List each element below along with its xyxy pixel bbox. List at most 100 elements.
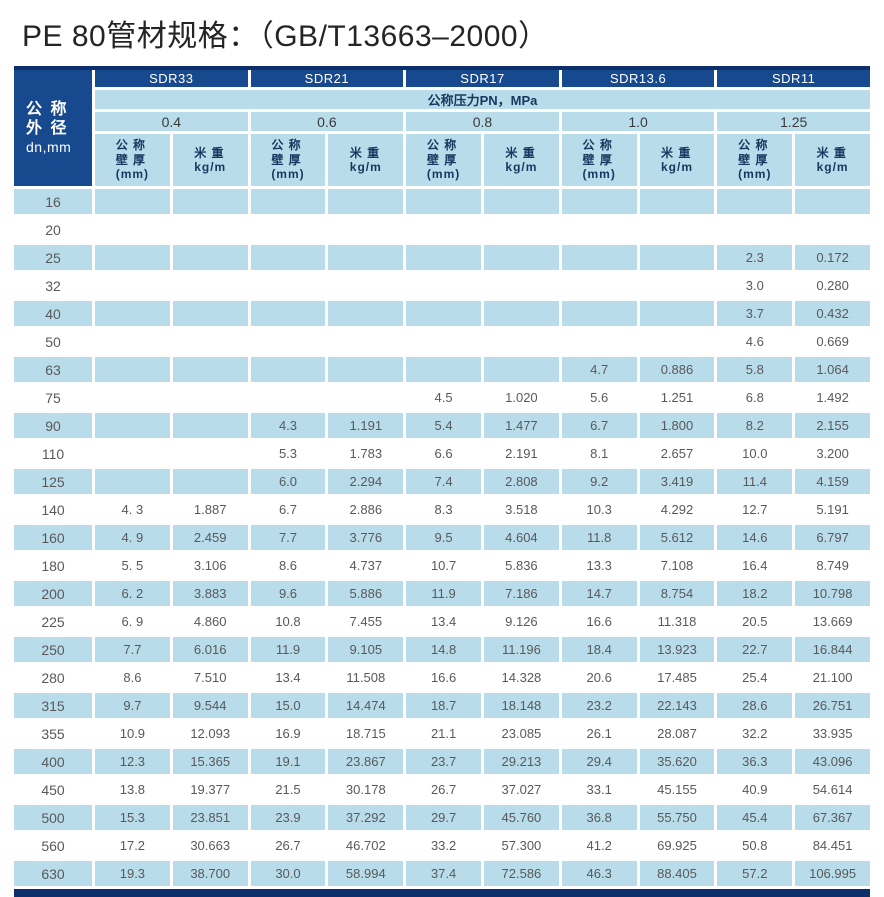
value-cell: 69.925 <box>639 833 715 858</box>
value-cell: 1.783 <box>328 441 404 466</box>
value-cell: 12.7 <box>717 497 793 522</box>
value-cell: 33.1 <box>561 777 637 802</box>
value-cell: 55.750 <box>639 805 715 830</box>
row-header-line2: 外 径 <box>26 120 69 137</box>
value-cell <box>328 385 404 410</box>
dn-cell: 20 <box>14 217 92 242</box>
value-cell: 14.8 <box>406 637 481 662</box>
meter-weight-header: 米 重 kg/m <box>484 134 559 186</box>
value-cell: 8.2 <box>717 413 793 438</box>
value-cell: 1.064 <box>795 357 870 382</box>
wall-thickness-line: 壁 厚 <box>582 152 613 167</box>
row-header-line3: dn,mm <box>26 139 72 155</box>
value-cell: 16.4 <box>717 553 793 578</box>
value-cell: 11.9 <box>406 581 481 606</box>
meter-weight-label: 米 重 kg/m <box>194 146 226 175</box>
value-cell: 11.8 <box>561 525 637 550</box>
value-cell <box>795 217 870 242</box>
value-cell: 18.715 <box>328 721 404 746</box>
value-cell: 33.2 <box>406 833 481 858</box>
value-cell <box>95 217 170 242</box>
value-cell <box>172 217 248 242</box>
value-cell: 11.196 <box>484 637 559 662</box>
value-cell: 84.451 <box>795 833 870 858</box>
value-cell: 45.155 <box>639 777 715 802</box>
value-cell: 16.6 <box>406 665 481 690</box>
value-cell: 29.213 <box>484 749 559 774</box>
wall-thickness-line: (mm) <box>271 167 305 182</box>
value-cell: 1.251 <box>639 385 715 410</box>
value-cell: 88.405 <box>639 861 715 886</box>
value-cell: 1.887 <box>172 497 248 522</box>
dn-cell: 25 <box>14 245 92 270</box>
value-cell: 45.760 <box>484 805 559 830</box>
wall-thickness-line: 公 称 <box>582 138 613 153</box>
value-cell: 6.797 <box>795 525 870 550</box>
wall-thickness-line: 壁 厚 <box>271 152 302 167</box>
value-cell <box>406 273 481 298</box>
meter-weight-header: 米 重 kg/m <box>328 134 404 186</box>
value-cell <box>172 385 248 410</box>
wall-thickness-line: (mm) <box>582 167 616 182</box>
value-cell: 5.3 <box>250 441 326 466</box>
dn-cell: 16 <box>14 189 92 214</box>
value-cell: 23.851 <box>172 805 248 830</box>
wall-thickness-label: 公 称壁 厚 (mm) <box>116 138 149 182</box>
value-cell <box>639 273 715 298</box>
value-cell: 72.586 <box>484 861 559 886</box>
value-cell: 11.4 <box>717 469 793 494</box>
value-cell: 7.186 <box>484 581 559 606</box>
value-cell: 41.2 <box>561 833 637 858</box>
value-cell: 6.6 <box>406 441 481 466</box>
value-cell: 25.4 <box>717 665 793 690</box>
meter-weight-line: kg/m <box>816 160 849 174</box>
value-cell <box>484 273 559 298</box>
value-cell <box>484 245 559 270</box>
value-cell <box>484 189 559 214</box>
dn-cell: 400 <box>14 749 92 774</box>
value-cell <box>172 413 248 438</box>
meter-weight-label: 米 重 kg/m <box>661 146 693 175</box>
value-cell: 13.669 <box>795 609 870 634</box>
meter-weight-line: 米 重 <box>194 145 225 160</box>
value-cell: 4.3 <box>250 413 326 438</box>
value-cell: 5.6 <box>561 385 637 410</box>
value-cell: 1.020 <box>484 385 559 410</box>
meter-weight-line: 米 重 <box>349 145 381 160</box>
value-cell: 30.178 <box>328 777 404 802</box>
value-cell: 26.7 <box>250 833 326 858</box>
wall-thickness-line: (mm) <box>426 167 461 182</box>
wall-thickness-header: 公 称壁 厚 (mm) <box>406 134 481 186</box>
value-cell: 6. 9 <box>95 609 170 634</box>
value-cell: 7.7 <box>250 525 326 550</box>
value-cell <box>172 357 248 382</box>
value-cell: 57.300 <box>484 833 559 858</box>
value-cell: 13.8 <box>95 777 170 802</box>
value-cell <box>250 329 326 354</box>
value-cell: 3.518 <box>484 497 559 522</box>
value-cell: 8.1 <box>561 441 637 466</box>
value-cell: 1.191 <box>328 413 404 438</box>
value-cell <box>95 245 170 270</box>
meter-weight-label: 米 重 kg/m <box>505 146 537 175</box>
value-cell: 23.9 <box>250 805 326 830</box>
value-cell: 10.9 <box>95 721 170 746</box>
value-cell: 9.105 <box>328 637 404 662</box>
value-cell <box>172 245 248 270</box>
value-cell <box>172 301 248 326</box>
value-cell: 14.474 <box>328 693 404 718</box>
value-cell: 29.7 <box>406 805 481 830</box>
value-cell: 30.663 <box>172 833 248 858</box>
value-cell: 15.3 <box>95 805 170 830</box>
value-cell: 2.657 <box>639 441 715 466</box>
value-cell <box>328 329 404 354</box>
value-cell: 26.1 <box>561 721 637 746</box>
value-cell: 3.883 <box>172 581 248 606</box>
value-cell: 3.106 <box>172 553 248 578</box>
wall-thickness-line: 壁 厚 <box>115 152 147 167</box>
value-cell: 28.087 <box>639 721 715 746</box>
value-cell <box>639 301 715 326</box>
value-cell: 21.100 <box>795 665 870 690</box>
value-cell: 23.085 <box>484 721 559 746</box>
